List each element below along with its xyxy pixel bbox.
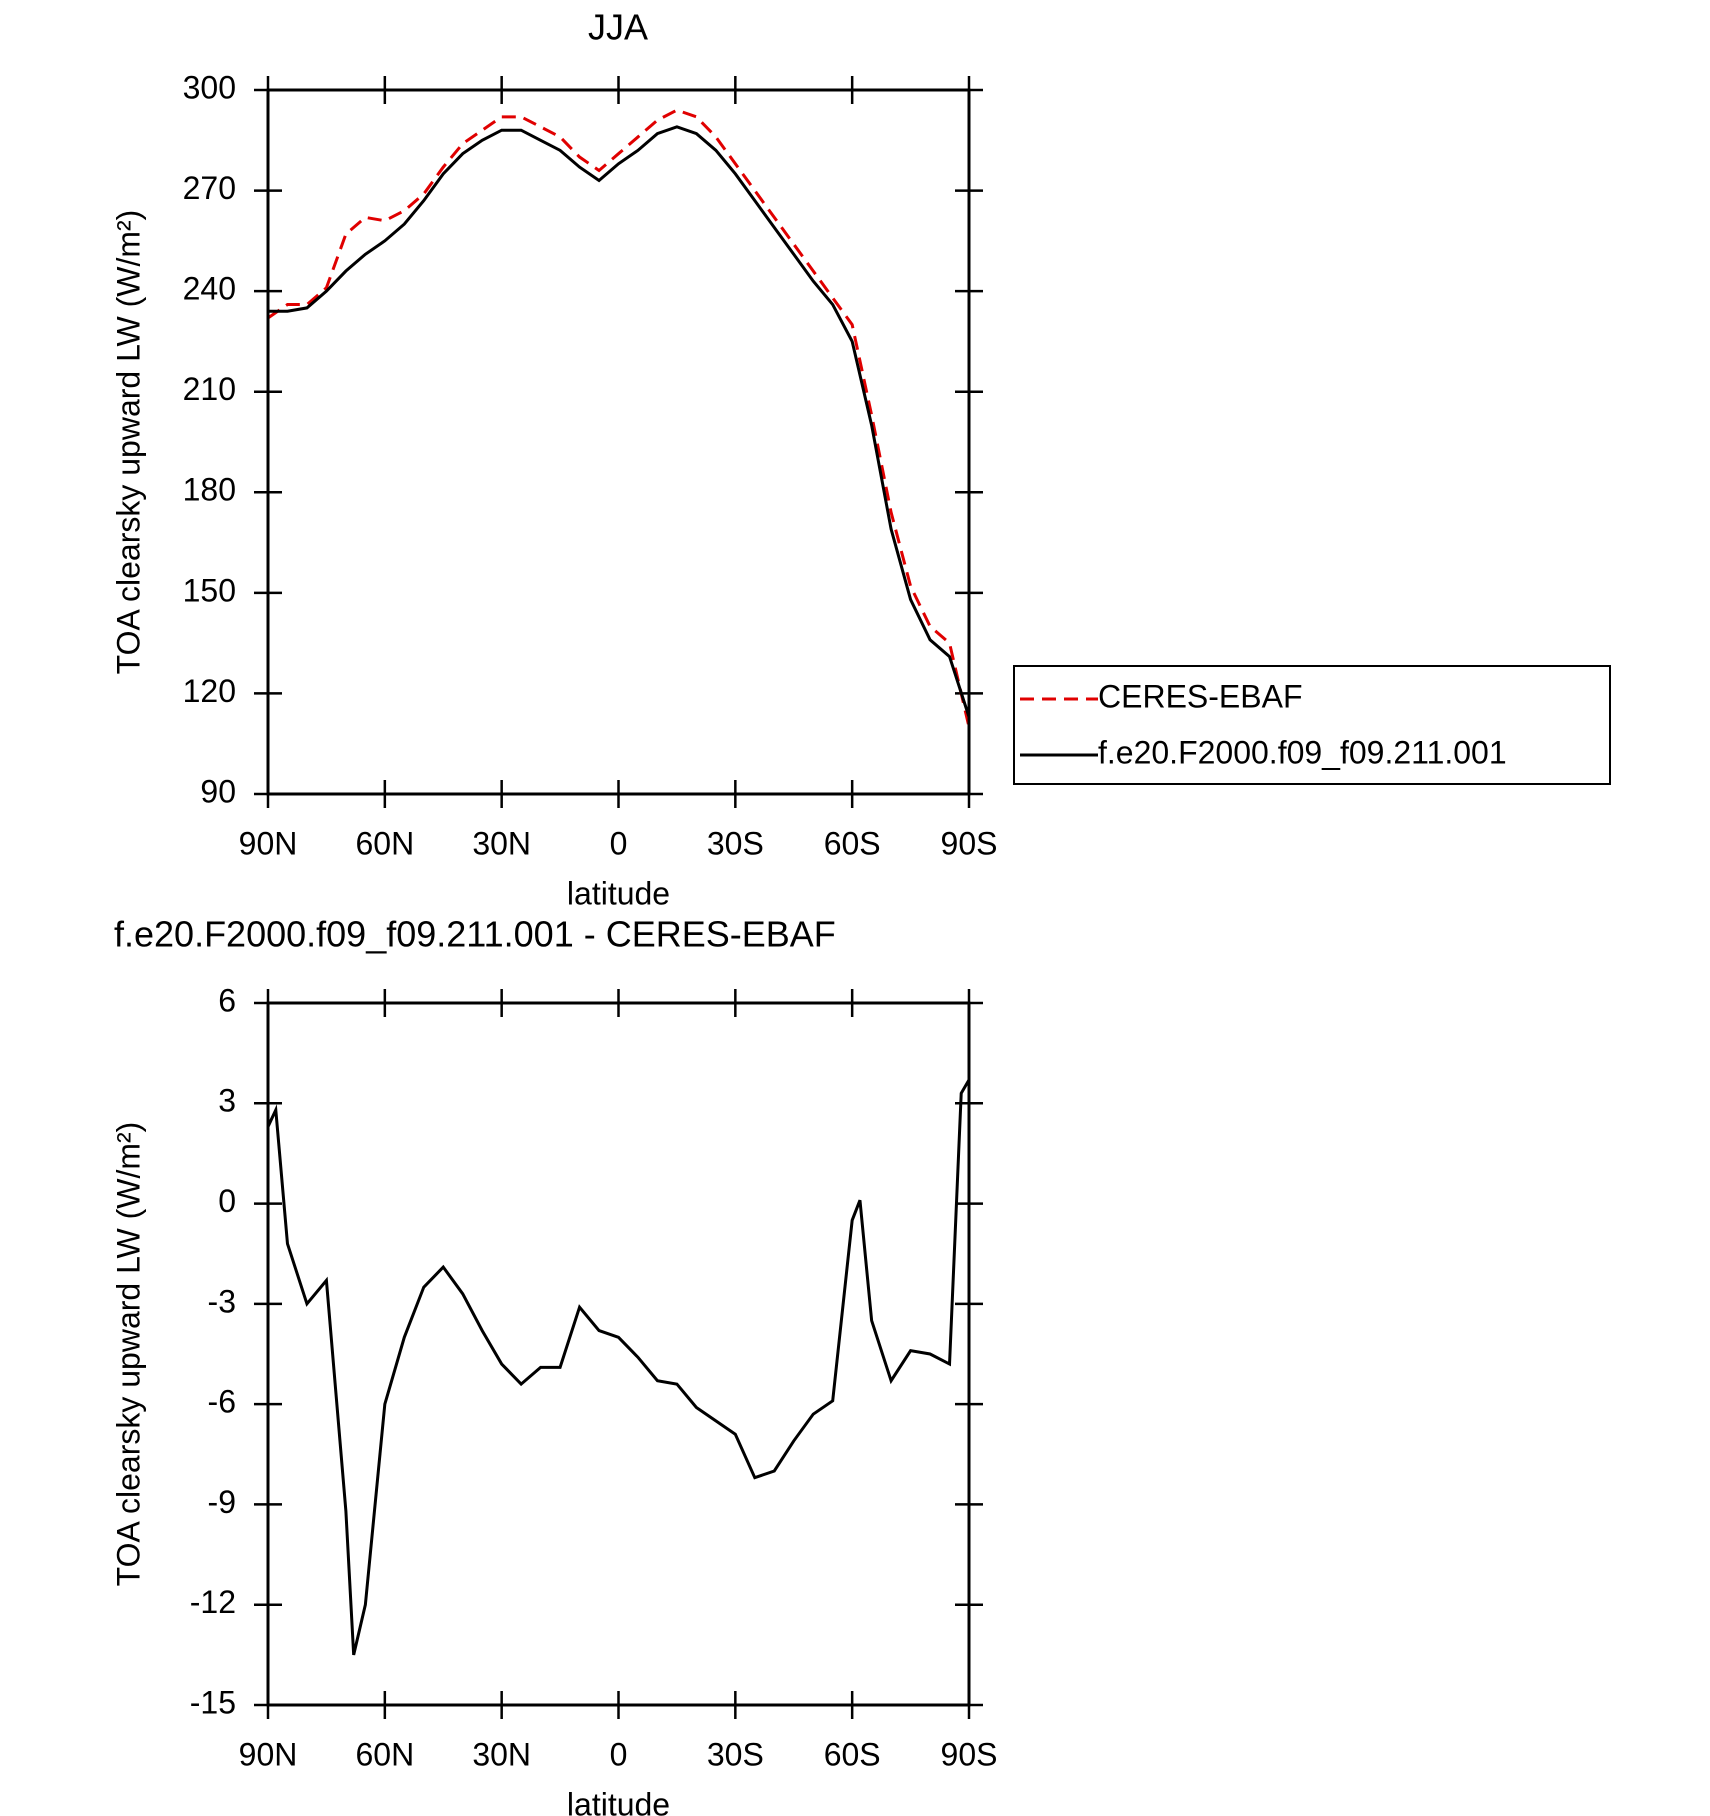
y-tick-label: 6 (218, 982, 236, 1018)
x-axis-label: latitude (567, 875, 670, 911)
x-tick-label: 0 (610, 825, 628, 861)
data-line (267, 108, 971, 728)
y-tick-label: 180 (183, 472, 236, 508)
x-tick-label: 60N (355, 825, 414, 861)
y-axis-label: TOA clearsky upward LW (W/m²) (110, 1122, 146, 1587)
legend-label: CERES-EBAF (1098, 678, 1302, 714)
y-tick-label: 270 (183, 170, 236, 206)
y-tick-label: 90 (200, 773, 236, 809)
x-tick-label: 30N (472, 825, 531, 861)
y-axis-label: TOA clearsky upward LW (W/m²) (110, 210, 146, 675)
data-line (268, 125, 971, 718)
y-tick-label: 0 (218, 1183, 236, 1219)
chart-title: f.e20.F2000.f09_f09.211.001 - CERES-EBAF (114, 914, 836, 955)
plot-frame (266, 88, 971, 796)
x-tick-label: 60N (355, 1736, 414, 1772)
chart-title: JJA (588, 7, 648, 48)
y-tick-label: -9 (208, 1484, 236, 1520)
x-tick-label: 90N (239, 1736, 298, 1772)
y-tick-label: -12 (190, 1584, 236, 1620)
y-tick-label: 300 (183, 69, 236, 105)
y-tick-label: 240 (183, 271, 236, 307)
x-tick-label: 0 (610, 1736, 628, 1772)
y-tick-label: 3 (218, 1083, 236, 1119)
x-tick-label: 90S (941, 1736, 998, 1772)
x-tick-label: 30N (472, 1736, 531, 1772)
y-tick-label: 210 (183, 371, 236, 407)
y-tick-label: -15 (190, 1684, 236, 1720)
x-tick-label: 60S (824, 825, 881, 861)
y-tick-label: -6 (208, 1384, 236, 1420)
legend-label: f.e20.F2000.f09_f09.211.001 (1098, 734, 1507, 770)
x-tick-label: 90N (239, 825, 298, 861)
y-tick-label: 150 (183, 572, 236, 608)
plot-frame (266, 1001, 971, 1707)
x-tick-label: 90S (941, 825, 998, 861)
legend-box (1013, 665, 1611, 785)
data-line (266, 1079, 971, 1656)
x-tick-label: 30S (707, 1736, 764, 1772)
y-tick-label: -3 (208, 1283, 236, 1319)
x-tick-label: 60S (824, 1736, 881, 1772)
y-tick-label: 120 (183, 673, 236, 709)
x-axis-label: latitude (567, 1786, 670, 1816)
x-tick-label: 30S (707, 825, 764, 861)
